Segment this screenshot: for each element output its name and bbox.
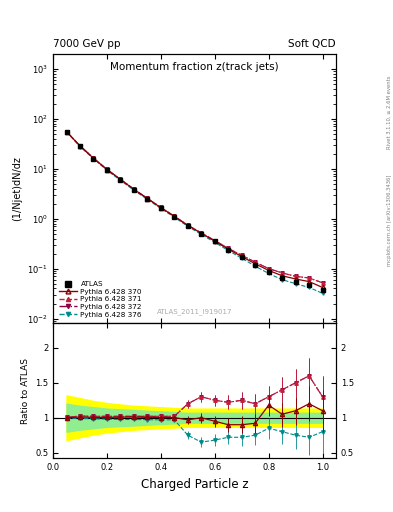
Text: Soft QCD: Soft QCD bbox=[288, 38, 336, 49]
X-axis label: Charged Particle z: Charged Particle z bbox=[141, 478, 248, 490]
Text: Rivet 3.1.10, ≥ 2.6M events: Rivet 3.1.10, ≥ 2.6M events bbox=[387, 76, 391, 150]
Text: 7000 GeV pp: 7000 GeV pp bbox=[53, 38, 121, 49]
Y-axis label: Ratio to ATLAS: Ratio to ATLAS bbox=[20, 358, 29, 424]
Text: ATLAS_2011_I919017: ATLAS_2011_I919017 bbox=[157, 309, 232, 315]
Text: mcplots.cern.ch [arXiv:1306.3436]: mcplots.cern.ch [arXiv:1306.3436] bbox=[387, 175, 391, 266]
Text: Momentum fraction z(track jets): Momentum fraction z(track jets) bbox=[110, 62, 279, 72]
Legend: ATLAS, Pythia 6.428 370, Pythia 6.428 371, Pythia 6.428 372, Pythia 6.428 376: ATLAS, Pythia 6.428 370, Pythia 6.428 37… bbox=[56, 278, 145, 321]
Y-axis label: (1/Njet)dN/dz: (1/Njet)dN/dz bbox=[12, 156, 22, 221]
